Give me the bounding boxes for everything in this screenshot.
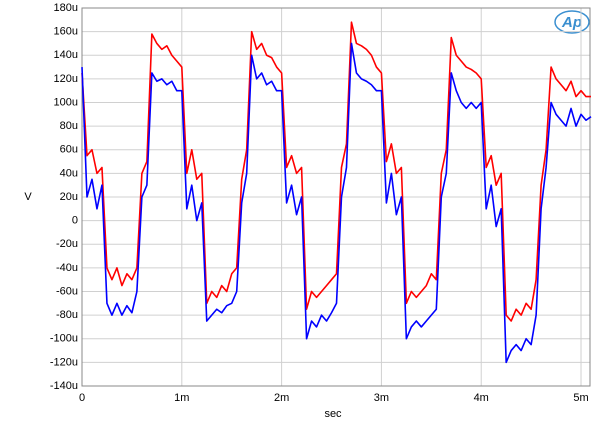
y-tick-label: 100u	[54, 96, 78, 108]
y-tick-label: 80u	[60, 120, 78, 132]
y-tick-label: -100u	[50, 333, 78, 345]
y-tick-label: -60u	[56, 285, 78, 297]
y-tick-label: 40u	[60, 167, 78, 179]
y-tick-label: 0	[72, 215, 78, 227]
x-tick-label: 4m	[474, 392, 489, 404]
series-line	[81, 42, 592, 364]
x-tick-label: 3m	[374, 392, 389, 404]
series-line	[81, 21, 591, 322]
y-tick-label: -140u	[50, 380, 78, 392]
y-tick-label: 140u	[54, 49, 78, 61]
logo-ring	[554, 10, 590, 34]
y-tick-label: 160u	[54, 26, 78, 38]
y-tick-label: 120u	[54, 73, 78, 85]
y-tick-label: -40u	[56, 262, 78, 274]
x-tick-label: 1m	[174, 392, 189, 404]
y-tick-label: -120u	[50, 356, 78, 368]
y-tick-label: -80u	[56, 309, 78, 321]
x-axis-label: sec	[324, 408, 342, 420]
y-axis-label: V	[24, 191, 32, 203]
x-tick-label: 0	[79, 392, 85, 404]
x-tick-label: 2m	[274, 392, 289, 404]
y-tick-label: 20u	[60, 191, 78, 203]
logo: Ap	[561, 14, 582, 31]
plot-frame	[81, 7, 591, 387]
y-tick-label: 60u	[60, 144, 78, 156]
x-tick-label: 5m	[573, 392, 588, 404]
y-tick-label: -20u	[56, 238, 78, 250]
y-tick-label: 180u	[54, 2, 78, 14]
